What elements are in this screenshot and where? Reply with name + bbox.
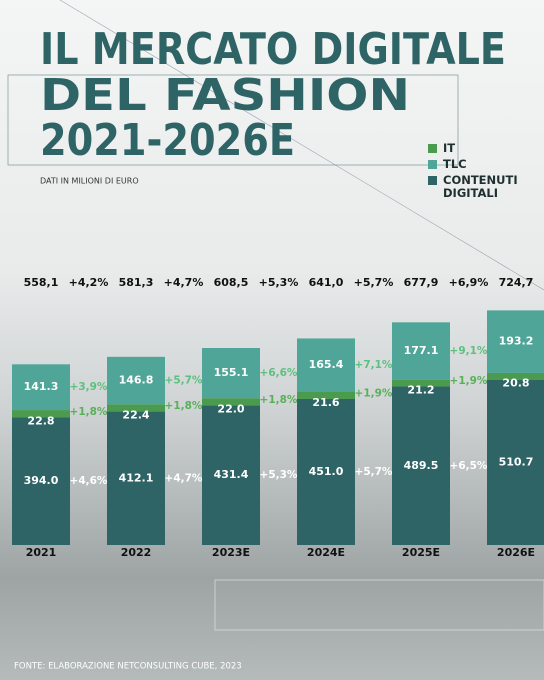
value-label: 22.4 [122, 409, 149, 422]
growth-label: +4,6% [70, 475, 108, 487]
bar-segment [202, 347, 260, 399]
x-tick-label: 2022 [121, 546, 152, 559]
x-tick-label: 2025E [402, 546, 440, 559]
x-tick-label: 2023E [212, 546, 250, 559]
source: FONTE: ELABORAZIONE NETCONSULTING CUBE, … [14, 662, 242, 672]
legend-label: IT [443, 141, 456, 155]
bar-segment [487, 310, 544, 373]
title-line: 2021-2026E [40, 115, 295, 166]
value-label: 394.0 [24, 474, 59, 487]
total-label: 608,5 [214, 276, 249, 289]
legend-swatch [428, 176, 437, 185]
title-line: DEL FASHION [40, 70, 410, 121]
value-label: 141.3 [24, 380, 59, 393]
title-line: IL MERCATO DIGITALE [40, 24, 506, 75]
bar-segment [297, 398, 355, 545]
value-label: 489.5 [404, 459, 439, 472]
growth-label: +7,1% [355, 359, 393, 371]
legend-label: CONTENUTI DIGITALI [443, 173, 518, 200]
value-label: 451.0 [309, 465, 344, 478]
value-label: 431.4 [214, 468, 249, 481]
bar-segment [107, 356, 165, 405]
bar-segment [487, 379, 544, 545]
growth-label: +5,7% [165, 375, 203, 387]
value-label: 21.6 [312, 396, 339, 409]
growth-label: +6,6% [260, 367, 298, 379]
value-label: 193.2 [499, 335, 534, 348]
bar-segment [297, 391, 355, 399]
bar-segment [12, 417, 70, 545]
value-label: 21.2 [407, 384, 434, 397]
x-tick-label: 2021 [26, 546, 57, 559]
bar-segment [487, 372, 544, 380]
x-tick-label: 2026E [497, 546, 535, 559]
value-label: 510.7 [499, 455, 534, 468]
value-label: 165.4 [309, 358, 344, 371]
decor-line [59, 0, 544, 291]
growth-label: +9,1% [450, 345, 488, 357]
bar-segment [202, 405, 260, 545]
growth-label: +4,7% [165, 472, 203, 484]
growth-label: +4,2% [69, 276, 109, 289]
total-label: 558,1 [24, 276, 59, 289]
growth-label: +6,9% [449, 276, 489, 289]
subtitle: DATI IN MILIONI DI EURO [40, 177, 139, 186]
total-label: 677,9 [404, 276, 439, 289]
value-label: 412.1 [119, 471, 154, 484]
x-tick-label: 2024E [307, 546, 345, 559]
growth-label: +1,8% [260, 394, 298, 406]
bar-segment [392, 322, 450, 380]
legend-item: IT [428, 142, 528, 155]
legend-label: TLC [443, 157, 467, 171]
total-label: 641,0 [309, 276, 344, 289]
total-label: 724,7 [499, 276, 534, 289]
bar-segment [392, 386, 450, 545]
growth-label: +1,9% [450, 375, 488, 387]
value-label: 20.8 [502, 377, 529, 390]
legend: IT TLC CONTENUTI DIGITALI [428, 142, 528, 203]
total-label: 581,3 [119, 276, 154, 289]
bar-segment [107, 404, 165, 412]
bar-segment [107, 411, 165, 545]
growth-label: +5,7% [355, 466, 393, 478]
growth-label: +1,9% [355, 387, 393, 399]
growth-label: +1,8% [165, 400, 203, 412]
growth-label: +5,3% [259, 276, 299, 289]
growth-label: +6,5% [450, 460, 488, 472]
growth-label: +5,7% [354, 276, 394, 289]
legend-swatch [428, 160, 437, 169]
growth-label: +1,8% [70, 406, 108, 418]
decor-frame [214, 579, 544, 631]
growth-label: +5,3% [260, 469, 298, 481]
bar-segment [202, 398, 260, 406]
value-label: 22.0 [217, 402, 244, 415]
decor-frame [7, 74, 459, 166]
growth-label: +3,9% [70, 381, 108, 393]
bar-segment [12, 364, 70, 411]
bar-segment [392, 379, 450, 387]
value-label: 146.8 [119, 374, 154, 387]
growth-label: +4,7% [164, 276, 204, 289]
bar-segment [12, 410, 70, 418]
value-label: 22.8 [27, 414, 54, 427]
legend-item: CONTENUTI DIGITALI [428, 174, 528, 200]
legend-item: TLC [428, 158, 528, 171]
bar-segment [297, 338, 355, 392]
value-label: 155.1 [214, 366, 249, 379]
value-label: 177.1 [404, 344, 439, 357]
legend-swatch [428, 144, 437, 153]
